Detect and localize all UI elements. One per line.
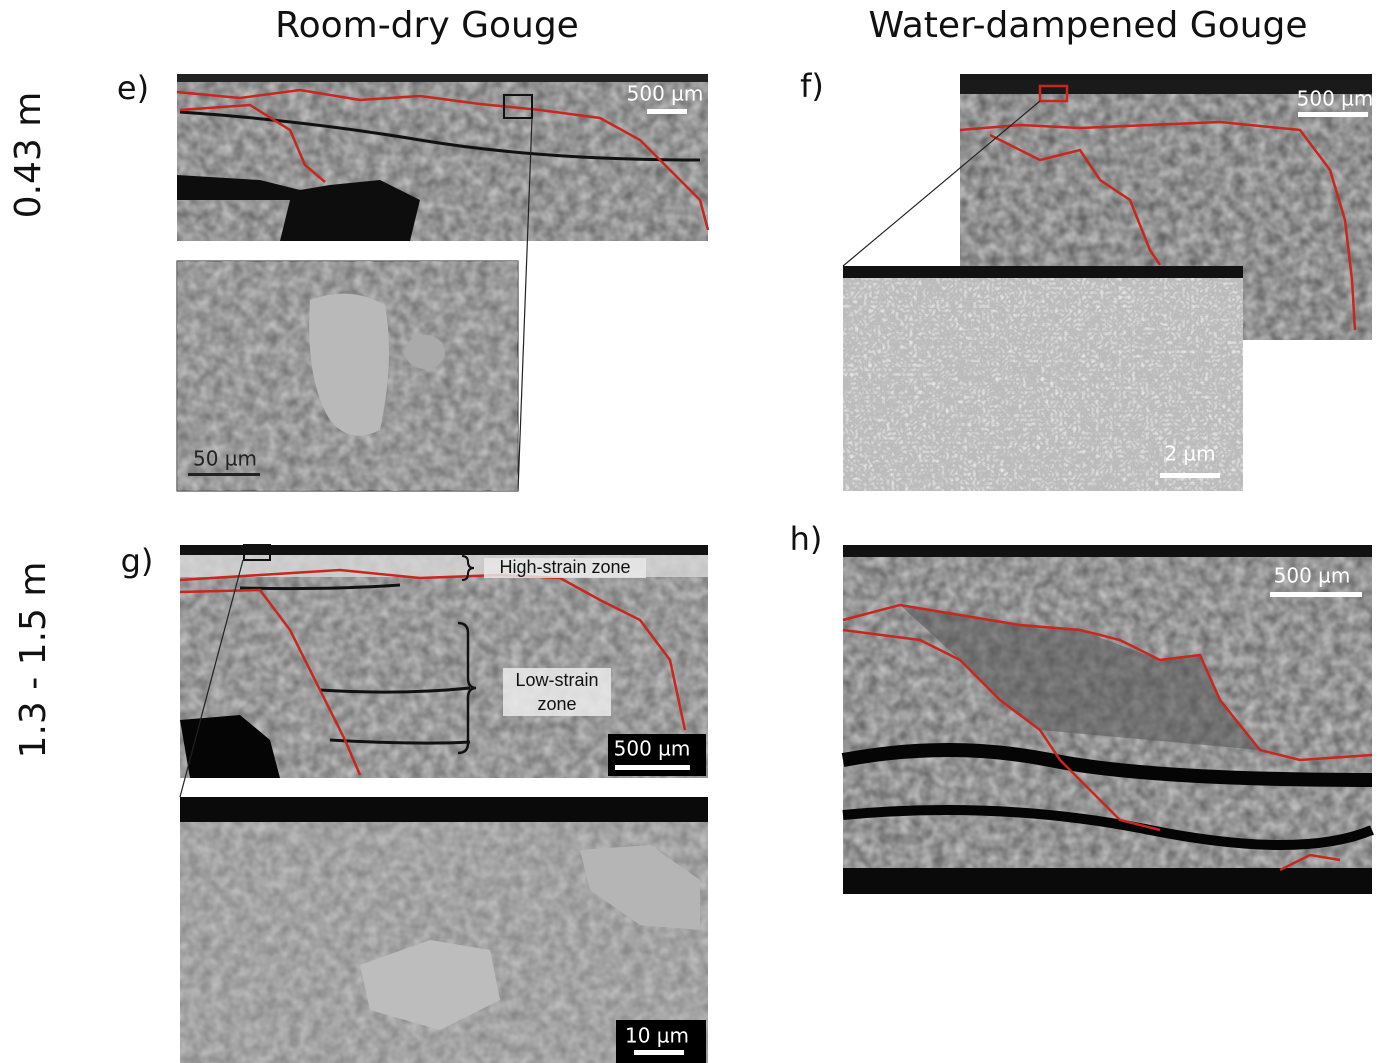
panel-label: g) [121, 542, 154, 580]
inset-micrograph: 50 µm [177, 261, 518, 491]
scale-bar-label: 2 µm [1164, 442, 1215, 466]
panel-label: h) [790, 520, 823, 558]
scale-bar-label: 10 µm [625, 1024, 689, 1048]
column-header: Water-dampened Gouge [868, 5, 1307, 46]
inset-micrograph: 2 µm [843, 266, 1243, 491]
row-label: 1.3 - 1.5 m [13, 562, 54, 759]
micrograph: High-strain zone 500 µm [180, 545, 708, 778]
scale-bar-label: 500 µm [1274, 564, 1351, 588]
scale-bar-label: 500 µm [627, 82, 704, 106]
annotation: High-strain zone [499, 557, 630, 577]
scale-bar-label: 50 µm [193, 447, 257, 471]
micrograph: 500 µm [177, 74, 708, 241]
micrograph: 500 µm [843, 545, 1372, 894]
row-label: 0.43 m [8, 92, 49, 219]
column-header: Room-dry Gouge [275, 5, 579, 46]
scale-bar-label: 500 µm [1297, 87, 1374, 111]
panel-label: e) [117, 69, 149, 107]
scale-bar-label: 500 µm [614, 737, 691, 761]
figure-canvas: Room-dry Gouge Water-dampened Gouge 0.43… [0, 0, 1378, 1063]
annotation: Low-strain zone [503, 668, 611, 716]
panel-label: f) [800, 67, 824, 105]
figure: Room-dry Gouge Water-dampened Gouge 0.43… [0, 0, 1378, 1063]
inset-micrograph: 10 µm [180, 797, 708, 1063]
